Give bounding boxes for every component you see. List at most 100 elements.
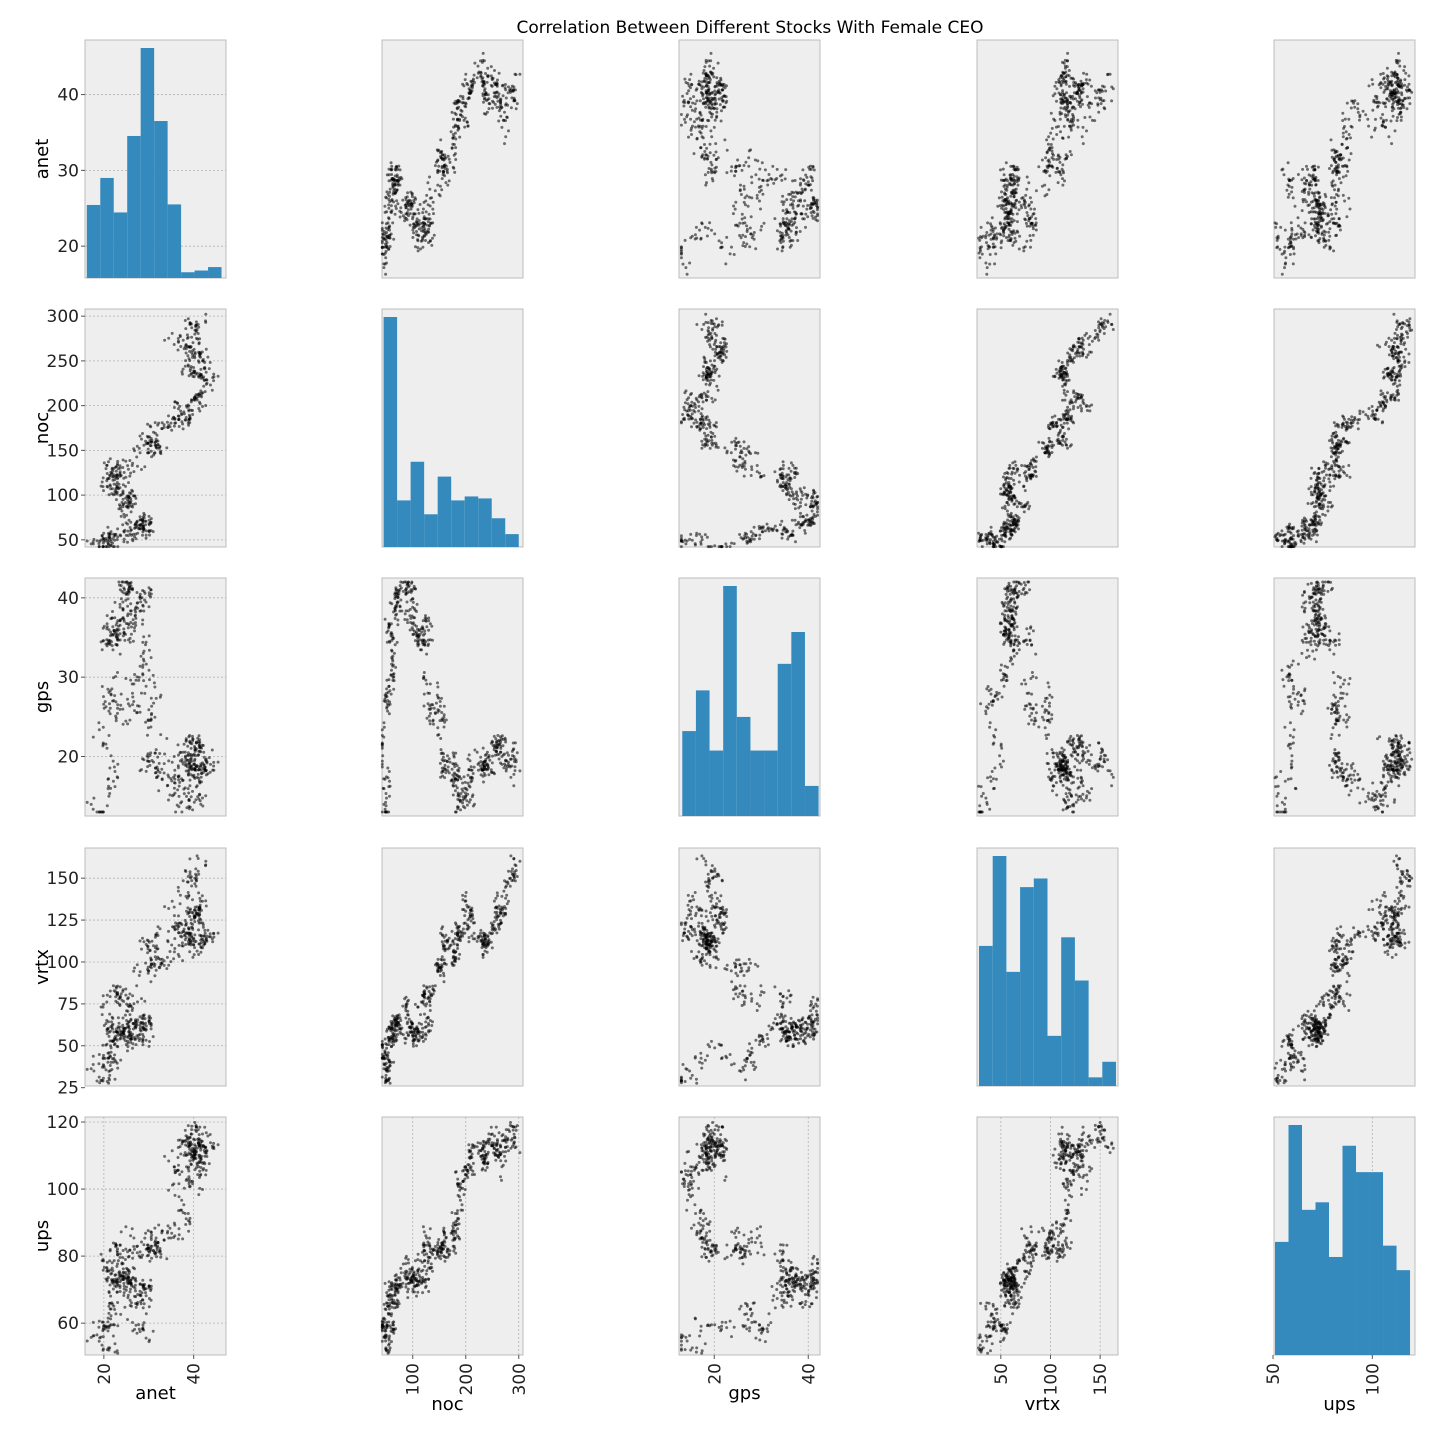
scatter-point xyxy=(1028,234,1032,238)
scatter-point xyxy=(1058,110,1062,114)
scatter-point xyxy=(466,124,470,128)
scatter-point xyxy=(991,242,995,246)
scatter-point xyxy=(1086,82,1090,86)
scatter-point xyxy=(1061,384,1065,388)
scatter-point xyxy=(91,807,95,811)
scatter-point xyxy=(701,153,705,157)
scatter-point xyxy=(725,349,729,353)
scatter-point xyxy=(719,119,723,123)
scatter-point xyxy=(107,534,111,538)
scatter-point xyxy=(706,329,710,332)
scatter-point xyxy=(1017,480,1021,484)
scatter-point xyxy=(450,146,454,150)
scatter-point xyxy=(422,224,426,228)
scatter-point xyxy=(1055,421,1058,425)
scatter-point xyxy=(789,238,793,242)
scatter-point xyxy=(107,690,111,694)
scatter-point xyxy=(1076,118,1080,122)
scatter-point xyxy=(1288,545,1292,549)
scatter-point xyxy=(741,244,745,248)
scatter-point xyxy=(723,86,727,90)
scatter-point xyxy=(1334,212,1338,216)
scatter-point xyxy=(216,374,220,378)
scatter-point xyxy=(1293,540,1297,544)
scatter-point xyxy=(1382,90,1386,94)
scatter-point xyxy=(1328,227,1332,231)
scatter-point xyxy=(761,526,765,530)
scatter-point xyxy=(1318,203,1322,206)
scatter-point xyxy=(1283,541,1287,545)
scatter-point xyxy=(1383,404,1387,408)
scatter-point xyxy=(759,228,763,232)
scatter-point xyxy=(728,252,732,256)
scatter-point xyxy=(395,199,399,203)
scatter-point xyxy=(1068,359,1071,363)
scatter-point xyxy=(1068,94,1072,98)
scatter-point xyxy=(131,695,135,699)
scatter-point xyxy=(715,116,718,119)
scatter-point xyxy=(1393,378,1397,382)
scatter-point xyxy=(160,421,164,425)
scatter-point xyxy=(778,467,782,471)
scatter-point xyxy=(1015,499,1019,503)
scatter-point xyxy=(128,474,132,478)
scatter-point xyxy=(811,202,814,206)
scatter-point xyxy=(427,241,430,245)
scatter-point xyxy=(413,196,417,200)
scatter-point xyxy=(1097,338,1101,342)
scatter-point xyxy=(1307,233,1311,237)
scatter-point xyxy=(712,343,716,346)
scatter-point xyxy=(1396,61,1400,65)
scatter-point xyxy=(188,359,192,362)
scatter-point xyxy=(1320,224,1323,228)
scatter-point xyxy=(1069,398,1073,402)
scatter-point xyxy=(688,261,692,265)
scatter-point xyxy=(196,322,200,326)
scatter-point xyxy=(135,520,139,524)
scatter-point xyxy=(408,212,412,216)
scatter-point xyxy=(193,369,197,373)
scatter-point xyxy=(784,230,788,233)
scatter-point xyxy=(750,181,754,185)
scatter-point xyxy=(1093,329,1097,332)
scatter-point xyxy=(1356,107,1360,111)
scatter-point xyxy=(1296,216,1300,220)
scatter-point xyxy=(388,190,392,194)
scatter-point xyxy=(204,347,208,351)
scatter-point xyxy=(420,238,424,242)
scatter-point xyxy=(740,466,744,469)
scatter-point xyxy=(791,463,795,467)
scatter-point xyxy=(1285,188,1289,192)
scatter-point xyxy=(97,728,101,732)
scatter-point xyxy=(493,102,497,106)
scatter-point xyxy=(131,461,135,465)
scatter-point xyxy=(118,533,122,537)
scatter-point xyxy=(1328,167,1331,170)
scatter-point xyxy=(119,514,123,518)
scatter-point xyxy=(792,497,796,501)
scatter-point xyxy=(1077,83,1080,86)
scatter-point xyxy=(126,464,130,468)
scatter-point xyxy=(1330,203,1334,207)
scatter-point xyxy=(787,466,791,470)
scatter-point xyxy=(694,125,697,129)
scatter-point xyxy=(1068,109,1072,113)
scatter-point xyxy=(1066,99,1069,103)
scatter-point xyxy=(745,230,749,233)
scatter-point xyxy=(1398,335,1402,339)
scatter-point xyxy=(126,467,130,471)
scatter-point xyxy=(424,210,428,214)
scatter-point xyxy=(105,804,109,808)
scatter-point xyxy=(107,794,111,798)
scatter-point xyxy=(122,537,126,541)
scatter-point xyxy=(176,337,180,340)
scatter-point xyxy=(1410,90,1414,94)
scatter-point xyxy=(149,449,153,453)
scatter-point xyxy=(1332,470,1336,474)
scatter-point xyxy=(707,418,711,422)
scatter-point xyxy=(1062,61,1066,65)
scatter-point xyxy=(693,237,697,241)
scatter-point xyxy=(724,262,728,266)
scatter-point xyxy=(738,455,742,459)
scatter-point xyxy=(177,418,181,422)
